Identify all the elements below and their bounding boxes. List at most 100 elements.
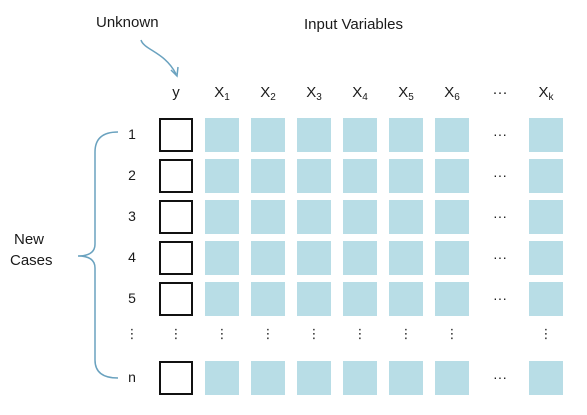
row-ellipsis: ···: [493, 290, 507, 306]
unknown-y-cell: [159, 159, 193, 193]
new-cases-bracket: [77, 131, 119, 379]
input-cell: [251, 159, 285, 193]
x1-sub: 1: [224, 92, 230, 103]
row-label: 2: [128, 167, 136, 183]
input-cell: [435, 200, 469, 234]
unknown-arrowhead: [170, 66, 179, 78]
input-cell: [389, 241, 423, 275]
x2-sub: 2: [270, 92, 276, 103]
row-ellipsis: ···: [493, 369, 507, 385]
input-cell: [389, 282, 423, 316]
input-cell: [297, 282, 331, 316]
input-cell: [297, 159, 331, 193]
unknown-y-cell: [159, 241, 193, 275]
input-cell: [205, 118, 239, 152]
row-ellipsis: ···: [493, 249, 507, 265]
xk-sub: k: [548, 92, 554, 103]
input-cell-k: [529, 282, 563, 316]
row-ellipsis: ···: [493, 208, 507, 224]
input-cell: [297, 241, 331, 275]
input-cell-k: [529, 241, 563, 275]
x6-sub: 6: [454, 92, 460, 103]
input-cell-k: [529, 118, 563, 152]
x6-base: X: [444, 84, 455, 101]
new-cases-label-line1: New: [14, 231, 45, 248]
input-cell: [205, 159, 239, 193]
input-cell: [251, 118, 285, 152]
input-cell: [251, 361, 285, 395]
input-cell: [297, 361, 331, 395]
vertical-ellipsis: ⋮: [353, 326, 367, 341]
input-cell: [389, 361, 423, 395]
vertical-ellipsis: ⋮: [307, 326, 321, 341]
unknown-y-cell: [159, 200, 193, 234]
input-cell: [297, 118, 331, 152]
row-label: 5: [128, 290, 136, 306]
input-cell: [343, 118, 377, 152]
unknown-label: Unknown: [96, 14, 159, 31]
row-label: 3: [128, 208, 136, 224]
input-cell: [205, 200, 239, 234]
input-cell: [343, 361, 377, 395]
input-cell: [343, 282, 377, 316]
input-cell: [251, 241, 285, 275]
input-cell: [297, 200, 331, 234]
input-cell: [389, 159, 423, 193]
input-cell-k: [529, 200, 563, 234]
x3-base: X: [306, 84, 317, 101]
row-label: 1: [128, 126, 136, 142]
x2-header: X2: [251, 84, 285, 103]
unknown-y-cell: [159, 361, 193, 395]
new-cases-label-line2: Cases: [10, 252, 53, 269]
row-label: n: [128, 369, 136, 385]
input-variables-label: Input Variables: [304, 16, 403, 33]
x1-base: X: [214, 84, 225, 101]
vertical-ellipsis: ⋮: [539, 326, 553, 341]
x5-sub: 5: [408, 92, 414, 103]
input-cell: [251, 200, 285, 234]
unknown-arrow: [140, 39, 177, 75]
vertical-ellipsis: ⋮: [445, 326, 459, 341]
input-cell-k: [529, 159, 563, 193]
xk-base: X: [538, 84, 549, 101]
vertical-ellipsis: ⋮: [169, 326, 183, 341]
x3-sub: 3: [316, 92, 322, 103]
x5-base: X: [398, 84, 409, 101]
vertical-ellipsis: ⋮: [399, 326, 413, 341]
input-cell: [205, 361, 239, 395]
x5-header: X5: [389, 84, 423, 103]
input-cell: [251, 282, 285, 316]
input-cell: [435, 241, 469, 275]
unknown-y-cell: [159, 282, 193, 316]
x1-header: X1: [205, 84, 239, 103]
vertical-ellipsis: ⋮: [261, 326, 275, 341]
xk-header: Xk: [529, 84, 563, 103]
row-ellipsis: ···: [493, 126, 507, 142]
input-cell: [343, 159, 377, 193]
vertical-ellipsis: ⋮: [215, 326, 229, 341]
row-label: 4: [128, 249, 136, 265]
x3-header: X3: [297, 84, 331, 103]
input-cell: [389, 200, 423, 234]
input-cell: [205, 282, 239, 316]
input-cell-k: [529, 361, 563, 395]
y-header: y: [172, 84, 180, 101]
x4-base: X: [352, 84, 363, 101]
x2-base: X: [260, 84, 271, 101]
input-cell: [343, 241, 377, 275]
input-cell: [205, 241, 239, 275]
input-cell: [435, 361, 469, 395]
header-ellipsis: ···: [492, 84, 508, 101]
row-label-vertical-ellipsis: ⋮: [125, 326, 139, 341]
input-cell: [343, 200, 377, 234]
x4-header: X4: [343, 84, 377, 103]
x6-header: X6: [435, 84, 469, 103]
row-ellipsis: ···: [493, 167, 507, 183]
x4-sub: 4: [362, 92, 368, 103]
input-cell: [435, 282, 469, 316]
input-cell: [435, 118, 469, 152]
input-cell: [389, 118, 423, 152]
input-cell: [435, 159, 469, 193]
unknown-y-cell: [159, 118, 193, 152]
